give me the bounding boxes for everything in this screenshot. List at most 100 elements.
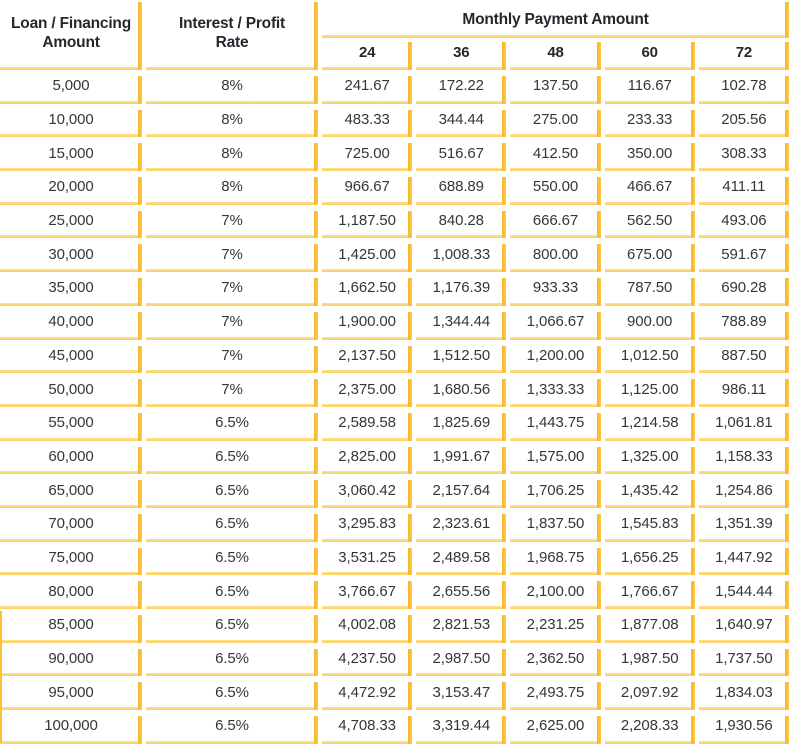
payment-cell-24: 4,002.08 — [322, 609, 416, 643]
payment-cell-60: 2,208.33 — [604, 710, 699, 744]
table-row: 50,000 7% 2,375.00 1,680.56 1,333.33 1,125.00… — [0, 373, 793, 407]
payment-cell-36: 2,157.64 — [416, 474, 510, 508]
payment-cell-36: 2,987.50 — [416, 643, 510, 677]
table-row: 15,000 8% 725.00 516.67 412.50 350.00 308.33 — [0, 137, 793, 171]
loan-amount-cell: 15,000 — [0, 137, 146, 171]
payment-cell-60: 1,125.00 — [604, 373, 699, 407]
payment-cell-72: 1,834.03 — [698, 676, 793, 710]
table-row: 5,000 8% 241.67 172.22 137.50 116.67 102.78 — [0, 70, 793, 104]
payment-cell-72: 1,930.56 — [698, 710, 793, 744]
payment-cell-48: 1,200.00 — [510, 340, 604, 374]
payment-cell-48: 412.50 — [510, 137, 604, 171]
rate-cell: 7% — [146, 205, 322, 239]
rate-cell: 6.5% — [146, 474, 322, 508]
loan-amount-cell: 65,000 — [0, 474, 146, 508]
rate-cell: 8% — [146, 104, 322, 138]
payment-cell-24: 3,766.67 — [322, 575, 416, 609]
loan-amount-cell: 80,000 — [0, 575, 146, 609]
loan-amount-cell: 90,000 — [0, 643, 146, 677]
loan-amount-cell: 10,000 — [0, 104, 146, 138]
header-term-48: 48 — [510, 38, 604, 70]
payment-cell-72: 591.67 — [698, 238, 793, 272]
payment-cell-24: 4,708.33 — [322, 710, 416, 744]
header-interest-rate: Interest / Profit Rate — [146, 0, 322, 70]
payment-cell-72: 1,254.86 — [698, 474, 793, 508]
loan-amount-cell: 95,000 — [0, 676, 146, 710]
table-row: 55,000 6.5% 2,589.58 1,825.69 1,443.75 1,214.… — [0, 407, 793, 441]
header-monthly-payment-label: Monthly Payment Amount — [462, 10, 649, 28]
payment-cell-24: 2,375.00 — [322, 373, 416, 407]
rate-cell: 8% — [146, 137, 322, 171]
payment-cell-60: 1,877.08 — [604, 609, 699, 643]
payment-cell-48: 1,968.75 — [510, 542, 604, 576]
payment-cell-48: 1,066.67 — [510, 306, 604, 340]
payment-cell-24: 966.67 — [322, 171, 416, 205]
payment-cell-48: 1,443.75 — [510, 407, 604, 441]
payment-cell-72: 308.33 — [698, 137, 793, 171]
loan-amount-cell: 20,000 — [0, 171, 146, 205]
table-left-edge-line — [0, 611, 2, 743]
payment-cell-60: 1,325.00 — [604, 441, 699, 475]
payment-cell-60: 233.33 — [604, 104, 699, 138]
payment-cell-72: 411.11 — [698, 171, 793, 205]
payment-cell-60: 116.67 — [604, 70, 699, 104]
payment-cell-36: 2,655.56 — [416, 575, 510, 609]
table-row: 25,000 7% 1,187.50 840.28 666.67 562.50 493.06 — [0, 205, 793, 239]
table-row: 30,000 7% 1,425.00 1,008.33 800.00 675.00 591.… — [0, 238, 793, 272]
rate-cell: 6.5% — [146, 441, 322, 475]
payment-cell-24: 241.67 — [322, 70, 416, 104]
header-interest-rate-line2: Rate — [215, 34, 249, 51]
loan-amount-cell: 60,000 — [0, 441, 146, 475]
payment-cell-48: 275.00 — [510, 104, 604, 138]
payment-cell-36: 1,008.33 — [416, 238, 510, 272]
rate-cell: 6.5% — [146, 676, 322, 710]
header-term-60: 60 — [604, 38, 699, 70]
payment-cell-72: 102.78 — [698, 70, 793, 104]
rate-cell: 6.5% — [146, 575, 322, 609]
payment-cell-36: 172.22 — [416, 70, 510, 104]
table-row: 75,000 6.5% 3,531.25 2,489.58 1,968.75 1,656.… — [0, 542, 793, 576]
payment-cell-72: 986.11 — [698, 373, 793, 407]
payment-cell-72: 1,351.39 — [698, 508, 793, 542]
loan-amount-cell: 45,000 — [0, 340, 146, 374]
payment-cell-60: 1,012.50 — [604, 340, 699, 374]
payment-cell-60: 1,545.83 — [604, 508, 699, 542]
payment-cell-36: 516.67 — [416, 137, 510, 171]
table-body: 5,000 8% 241.67 172.22 137.50 116.67 102.78 10,… — [0, 70, 793, 744]
rate-cell: 7% — [146, 373, 322, 407]
table-row: 100,000 6.5% 4,708.33 3,319.44 2,625.00 2,208… — [0, 710, 793, 744]
payment-cell-24: 3,295.83 — [322, 508, 416, 542]
payment-cell-60: 1,656.25 — [604, 542, 699, 576]
payment-cell-48: 2,493.75 — [510, 676, 604, 710]
payment-cell-60: 787.50 — [604, 272, 699, 306]
payment-cell-48: 1,706.25 — [510, 474, 604, 508]
payment-cell-24: 725.00 — [322, 137, 416, 171]
rate-cell: 7% — [146, 238, 322, 272]
payment-cell-48: 2,625.00 — [510, 710, 604, 744]
payment-cell-72: 1,544.44 — [698, 575, 793, 609]
header-loan-amount: Loan / Financing Amount — [0, 0, 146, 70]
loan-amount-cell: 50,000 — [0, 373, 146, 407]
payment-cell-72: 205.56 — [698, 104, 793, 138]
rate-cell: 6.5% — [146, 542, 322, 576]
loan-amount-cell: 85,000 — [0, 609, 146, 643]
payment-cell-36: 2,821.53 — [416, 609, 510, 643]
header-monthly-payment-group: Monthly Payment Amount — [322, 0, 793, 38]
loan-amount-cell: 100,000 — [0, 710, 146, 744]
loan-amount-cell: 30,000 — [0, 238, 146, 272]
payment-cell-48: 933.33 — [510, 272, 604, 306]
payment-cell-36: 688.89 — [416, 171, 510, 205]
payment-cell-24: 2,825.00 — [322, 441, 416, 475]
payment-cell-24: 1,900.00 — [322, 306, 416, 340]
payment-cell-60: 1,214.58 — [604, 407, 699, 441]
payment-cell-24: 2,589.58 — [322, 407, 416, 441]
table-row: 70,000 6.5% 3,295.83 2,323.61 1,837.50 1,545.… — [0, 508, 793, 542]
header-row-main: Loan / Financing Amount Interest / Profi… — [0, 0, 793, 70]
payment-cell-36: 344.44 — [416, 104, 510, 138]
header-interest-rate-line1: Interest / Profit — [179, 15, 285, 33]
payment-cell-24: 3,531.25 — [322, 542, 416, 576]
payment-cell-36: 2,323.61 — [416, 508, 510, 542]
payment-cell-48: 550.00 — [510, 171, 604, 205]
payment-cell-48: 2,362.50 — [510, 643, 604, 677]
loan-amount-cell: 5,000 — [0, 70, 146, 104]
